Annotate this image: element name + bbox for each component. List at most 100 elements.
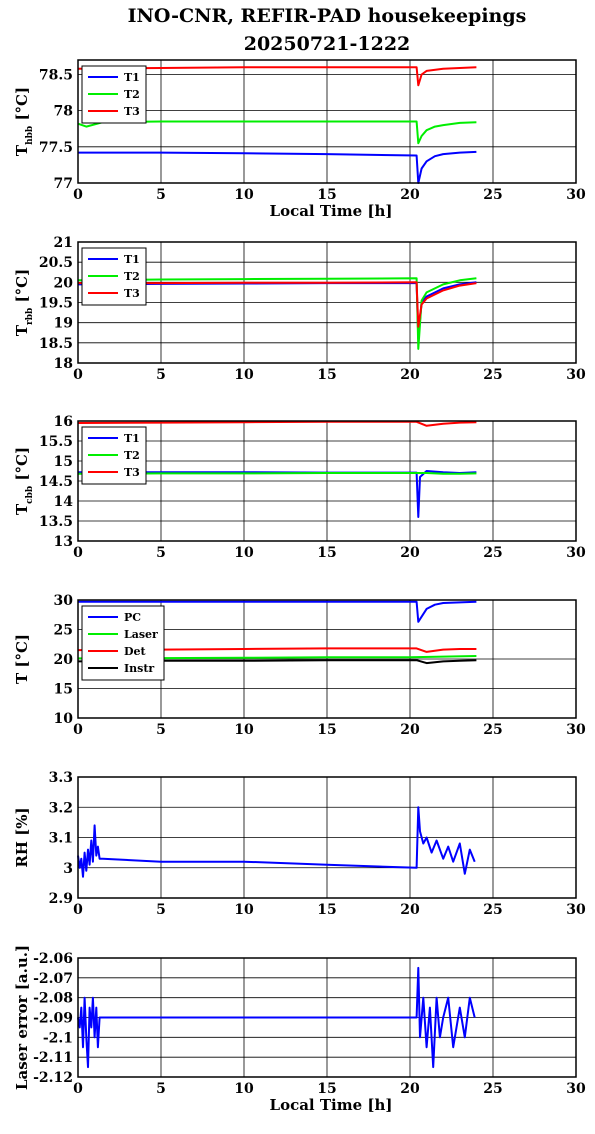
plot-frame <box>77 599 577 719</box>
legend-label: T1 <box>124 71 140 84</box>
series-line-t3 <box>77 66 477 87</box>
y-tick-label: -2.09 <box>33 1011 73 1027</box>
y-tick-label: 20 <box>54 275 74 291</box>
series-line-instr <box>77 659 477 665</box>
y-tick-label: 18 <box>54 356 73 372</box>
y-tick-label: 19.5 <box>39 296 73 312</box>
y-tick-label: 30 <box>54 593 74 609</box>
y-tick-label: 18.5 <box>39 336 73 352</box>
x-tick-label: 25 <box>483 187 502 203</box>
y-tick-label: 77 <box>54 176 73 192</box>
series-line-t3 <box>77 420 477 427</box>
y-tick-label: 13 <box>54 534 73 550</box>
x-tick-label: 10 <box>234 367 254 383</box>
x-tick-label: 5 <box>156 1081 166 1097</box>
x-tick-label: 15 <box>317 367 336 383</box>
x-tick-label: 5 <box>156 545 166 561</box>
series-line-t2 <box>77 277 477 350</box>
y-axis-label: Thbb [°C] <box>13 87 35 156</box>
x-tick-label: 5 <box>156 722 166 738</box>
y-tick-label: -2.11 <box>33 1050 73 1066</box>
x-tick-label: 30 <box>566 367 586 383</box>
x-tick-label: 30 <box>566 1081 586 1097</box>
x-axis-label: Local Time [h] <box>270 1096 393 1114</box>
y-axis-label: RH [%] <box>13 807 31 867</box>
legend-label: T2 <box>124 270 140 283</box>
x-tick-label: 20 <box>400 1081 420 1097</box>
x-axis-label: Local Time [h] <box>270 202 393 220</box>
y-tick-label: 20 <box>54 652 74 668</box>
y-tick-label: 10 <box>54 711 74 727</box>
legend: T1 T2 T3 <box>81 426 147 485</box>
panel-3: 0 5 10 15 20 25 30 13 13.5 14 14.5 15 15.5 16 Tcbb [°C… <box>13 414 586 561</box>
x-tick-label: 0 <box>73 545 83 561</box>
x-tick-label: 30 <box>566 545 586 561</box>
series-line-det <box>77 647 477 653</box>
x-tick-label: 20 <box>400 367 420 383</box>
x-tick-label: 20 <box>400 722 420 738</box>
panel-5: 0 5 10 15 20 25 30 2.9 3 3.1 3.2 3.3 RH [%] <box>13 770 586 918</box>
legend: PC Laser Det Instr <box>81 605 165 681</box>
series-line-t3 <box>78 281 477 328</box>
series-line-pc <box>78 600 477 623</box>
x-tick-label: 30 <box>566 902 586 918</box>
plot-frame <box>77 957 577 1078</box>
x-tick-label: 20 <box>400 902 420 918</box>
x-tick-label: 0 <box>73 187 83 203</box>
x-tick-label: 5 <box>156 367 166 383</box>
x-tick-label: 20 <box>400 545 420 561</box>
chart-subtitle: 20250721-1222 <box>244 33 411 55</box>
y-tick-label: 2.9 <box>49 891 73 907</box>
legend-label: T2 <box>124 449 140 462</box>
series-line-t2 <box>77 472 477 475</box>
legend-label: T3 <box>124 466 140 479</box>
x-tick-label: 25 <box>483 902 502 918</box>
y-tick-label: -2.07 <box>33 971 73 987</box>
x-tick-label: 15 <box>317 545 336 561</box>
y-axis-label: Trbb [°C] <box>13 269 35 336</box>
y-tick-label: 21 <box>54 235 73 251</box>
series-line-1 <box>77 806 476 878</box>
x-tick-label: 15 <box>317 187 336 203</box>
series-line-t2 <box>77 120 477 145</box>
y-tick-label: 3.3 <box>49 770 73 786</box>
legend-label: T2 <box>124 88 140 101</box>
x-tick-label: 5 <box>156 902 166 918</box>
x-tick-label: 10 <box>234 187 254 203</box>
series-line-1 <box>77 966 476 1069</box>
y-tick-label: 78.5 <box>39 67 73 83</box>
y-axis-label: T [°C] <box>13 634 31 684</box>
legend-label: Det <box>124 645 147 658</box>
x-tick-label: 0 <box>73 1081 83 1097</box>
y-tick-label: 15 <box>54 682 73 698</box>
y-tick-label: -2.08 <box>33 991 73 1007</box>
x-tick-label: 25 <box>483 367 502 383</box>
y-axis-label: Tcbb [°C] <box>13 447 35 515</box>
legend-label: T1 <box>124 432 140 445</box>
legend-label: T1 <box>124 253 140 266</box>
panel-6: 0 5 10 15 20 25 30 -2.12 -2.11 -2.1 -2.09 -2.08 -2.0… <box>13 945 586 1114</box>
x-tick-label: 10 <box>234 545 254 561</box>
x-tick-label: 20 <box>400 187 420 203</box>
x-tick-label: 10 <box>234 902 254 918</box>
legend-label: T3 <box>124 105 140 118</box>
y-tick-label: 14 <box>54 494 74 510</box>
x-tick-label: 25 <box>483 1081 502 1097</box>
y-tick-label: 14.5 <box>39 474 73 490</box>
x-tick-label: 0 <box>73 367 83 383</box>
x-tick-label: 30 <box>566 722 586 738</box>
y-tick-label: 25 <box>54 623 73 639</box>
y-tick-label: 13.5 <box>39 514 73 530</box>
y-tick-label: 16 <box>54 414 73 430</box>
y-tick-label: 20.5 <box>39 255 73 271</box>
plot-frame <box>77 241 577 364</box>
panel-2: 0 5 10 15 20 25 30 18 18.5 19 19.5 20 20.5 21 Trbb [°C… <box>13 235 586 383</box>
x-tick-label: 15 <box>317 722 336 738</box>
legend-label: PC <box>124 611 141 624</box>
y-tick-label: 15 <box>54 454 73 470</box>
legend-label: T3 <box>124 287 140 300</box>
x-tick-label: 10 <box>234 722 254 738</box>
x-tick-label: 15 <box>317 1081 336 1097</box>
